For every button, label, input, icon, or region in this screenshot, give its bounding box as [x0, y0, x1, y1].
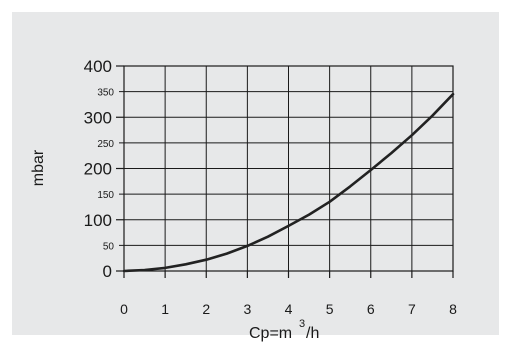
x-tick-label: 2 — [202, 301, 210, 317]
x-axis-label-prefix: Cp=m — [249, 325, 292, 342]
y-tick-label-minor: 50 — [103, 241, 115, 252]
x-tick-label: 3 — [243, 301, 251, 317]
x-tick-label: 7 — [408, 301, 416, 317]
y-tick-label: 400 — [84, 57, 112, 76]
x-tick-label: 8 — [449, 301, 457, 317]
x-tick-label: 0 — [120, 301, 128, 317]
x-tick-label: 5 — [326, 301, 334, 317]
x-axis-label-suffix: /h — [306, 325, 319, 342]
y-tick-label: 0 — [103, 262, 112, 281]
y-axis-ticks: 0 100 200 300 400 50 150 250 350 — [84, 57, 124, 281]
x-tick-label: 4 — [285, 301, 293, 317]
pressure-curve — [122, 92, 455, 273]
y-tick-label: 100 — [84, 211, 112, 230]
x-axis-label: Cp=m — [249, 325, 292, 342]
y-tick-label-minor: 150 — [97, 190, 114, 201]
y-tick-label: 300 — [84, 108, 112, 127]
y-axis-label: mbar — [30, 149, 47, 186]
y-tick-label: 200 — [84, 160, 112, 179]
x-axis-ticks: 0 1 2 3 4 5 6 7 8 — [120, 271, 457, 317]
y-tick-label-minor: 250 — [97, 139, 114, 150]
x-tick-label: 6 — [367, 301, 375, 317]
x-tick-label: 1 — [161, 301, 169, 317]
x-axis-label-superscript: 3 — [299, 318, 305, 330]
y-tick-label-minor: 350 — [97, 88, 114, 99]
chart-grid — [123, 65, 454, 272]
